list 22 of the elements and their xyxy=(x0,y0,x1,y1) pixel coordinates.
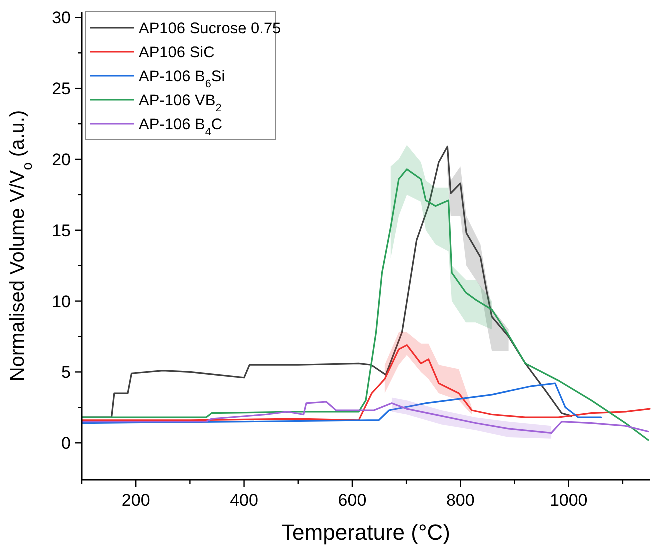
x-tick-label: 200 xyxy=(122,491,150,510)
line-series xyxy=(81,382,602,424)
line-series xyxy=(81,344,651,422)
line-series xyxy=(81,401,650,434)
x-tick-label: 1000 xyxy=(550,491,588,510)
y-tick-label: 10 xyxy=(52,292,71,312)
y-tick-label: 0 xyxy=(62,434,71,454)
x-tick-label: 400 xyxy=(230,491,258,510)
legend-label: AP-106 B$_{4}$C xyxy=(139,116,223,138)
x-tick-label: 600 xyxy=(338,491,367,510)
y-tick-label: 30 xyxy=(52,8,71,28)
y-tick-label: 15 xyxy=(52,221,71,240)
line-series xyxy=(81,168,650,442)
y-tick-label: 25 xyxy=(52,80,71,99)
legend-label: AP106 SiC xyxy=(139,44,215,62)
x-tick-label: 800 xyxy=(446,491,475,510)
y-tick-label: 20 xyxy=(52,150,71,170)
legend-label: AP106 Sucrose 0.75 xyxy=(139,20,282,38)
legend-label: AP-106 VB$_{2}$ xyxy=(139,92,222,114)
y-tick-label: 5 xyxy=(62,363,71,382)
legend-label: AP-106 B$_{6}$Si xyxy=(139,68,226,90)
x-axis-title: Temperature (°C) xyxy=(282,520,450,545)
